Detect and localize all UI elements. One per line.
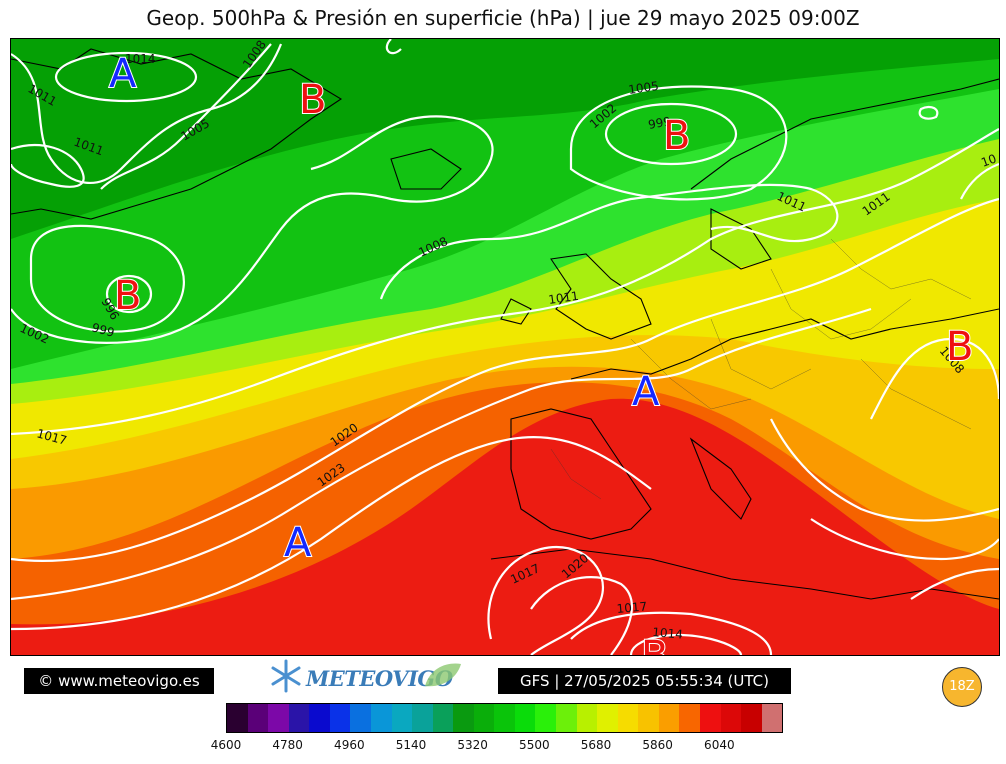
map-canvas: 1014 1011 1011 1008 1005 1005 1002 999 1…	[11, 39, 999, 655]
colorbar-tick-label: 4780	[272, 738, 303, 752]
isobar-label: 1005	[627, 79, 659, 97]
colorbar-segment	[741, 704, 762, 732]
colorbar-tick-label: 5860	[642, 738, 673, 752]
coastlines	[11, 48, 999, 600]
isobar-label: 10	[979, 151, 998, 169]
high-pressure-marker: A	[632, 369, 660, 415]
colorbar-segment	[391, 704, 413, 732]
colorbar-tick-label: 5320	[457, 738, 488, 752]
weather-map: 1014 1011 1011 1008 1005 1005 1002 999 1…	[10, 38, 1000, 656]
colorbar-segment	[576, 704, 598, 732]
colorbar-segment	[638, 704, 659, 732]
country-borders	[550, 238, 972, 500]
colorbar-segment	[658, 704, 680, 732]
isobars	[11, 39, 999, 655]
band-red	[11, 398, 999, 655]
map-title: Geop. 500hPa & Presión en superficie (hP…	[146, 6, 860, 30]
leaf-icon	[425, 663, 461, 687]
low-pressure-marker: B	[663, 113, 690, 159]
isobar-label: 999	[647, 114, 672, 132]
colorbar-segment	[412, 704, 433, 732]
low-pressure-marker: B	[114, 273, 141, 319]
colorbar-tick-label: 6040	[704, 738, 735, 752]
run-badge: 18Z	[942, 667, 982, 707]
copyright-label: © www.meteovigo.es	[24, 668, 214, 694]
colorbar-segment	[617, 704, 639, 732]
colorbar-segment	[535, 704, 556, 732]
colorbar-segment	[432, 704, 454, 732]
pressure-centers: A B B B A A B B	[108, 50, 974, 655]
colorbar-tick-label: 5500	[519, 738, 550, 752]
colorbar-segment	[720, 704, 742, 732]
high-pressure-marker: A	[284, 520, 312, 566]
colorbar-tick-label: 5680	[580, 738, 612, 752]
colorbar-segment	[268, 704, 289, 732]
colorbar-segment	[556, 704, 577, 732]
isobar-label: 1017	[616, 599, 648, 616]
colorbar-tick-label: 4960	[334, 738, 365, 752]
colorbar-segment	[350, 704, 371, 732]
colorbar-segment	[288, 704, 310, 732]
colorbar-segment	[597, 704, 618, 732]
isobar-label: 1014	[652, 625, 684, 642]
meteovigo-logo: METEOVIGO	[268, 656, 468, 696]
high-pressure-marker: A	[109, 51, 137, 97]
model-run-info: GFS | 27/05/2025 05:55:34 (UTC)	[498, 668, 791, 694]
isobar-label: 1011	[547, 289, 579, 307]
low-pressure-marker: B	[299, 77, 326, 123]
colorbar-segment	[453, 704, 474, 732]
colorbar	[226, 703, 783, 733]
low-pressure-marker: B	[946, 324, 973, 370]
colorbar-segment	[227, 704, 248, 732]
colorbar-segment	[761, 704, 783, 732]
colorbar-segment	[329, 704, 351, 732]
colorbar-segment	[473, 704, 495, 732]
colorbar-tick-label: 4600	[210, 738, 242, 752]
colorbar-ticks: 4600 4780 4960 5140 5320 5500 5680 5860 6040	[211, 738, 781, 754]
snowflake-icon	[271, 659, 301, 693]
colorbar-segment	[309, 704, 330, 732]
isobar-label: 999	[90, 320, 116, 339]
colorbar-tick-label: 5140	[395, 738, 427, 752]
colorbar-segment	[247, 704, 269, 732]
colorbar-segment	[370, 704, 392, 732]
colorbar-segment	[699, 704, 721, 732]
colorbar-segment	[679, 704, 700, 732]
colorbar-segment	[514, 704, 536, 732]
colorbar-segment	[494, 704, 515, 732]
low-pressure-marker: B	[641, 633, 668, 655]
isobar-label: 1014	[125, 52, 156, 66]
